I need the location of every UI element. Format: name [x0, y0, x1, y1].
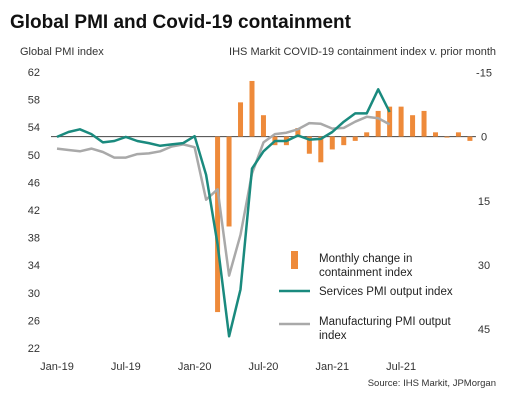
containment-bars — [215, 80, 473, 313]
left-tick-label: 62 — [28, 67, 40, 79]
right-axis-title: IHS Markit COVID-19 containment index v.… — [229, 46, 496, 58]
chart-title: Global PMI and Covid-19 containment — [10, 12, 352, 33]
legend-manufacturing-label-2: index — [319, 330, 347, 342]
left-tick-label: 54 — [28, 122, 40, 134]
right-axis: -15 0 15 30 45 — [476, 67, 492, 336]
x-tick-label: Jul-19 — [111, 361, 141, 373]
containment-bar — [295, 128, 301, 137]
left-tick-label: 22 — [28, 343, 40, 355]
containment-bar — [226, 136, 232, 227]
containment-bar — [238, 102, 244, 137]
containment-bar — [318, 136, 324, 163]
left-tick-label: 50 — [28, 150, 40, 162]
legend: Monthly change in containment index Serv… — [279, 251, 453, 342]
source-note: Source: IHS Markit, JPMorgan — [368, 378, 496, 389]
containment-bar — [215, 136, 221, 313]
left-tick-label: 46 — [28, 177, 40, 189]
x-tick-label: Jul-21 — [386, 361, 416, 373]
x-tick-label: Jan-21 — [315, 361, 349, 373]
left-axis-title: Global PMI index — [20, 46, 104, 58]
left-tick-label: 26 — [28, 315, 40, 327]
containment-bar — [260, 115, 266, 137]
containment-bar — [467, 136, 473, 141]
left-axis: 62 58 54 50 46 42 38 34 30 26 22 — [28, 67, 40, 355]
left-tick-label: 38 — [28, 233, 40, 245]
left-tick-label: 42 — [28, 205, 40, 217]
right-tick-label: 45 — [478, 324, 490, 336]
manufacturing-pmi-line — [56, 115, 391, 277]
right-tick-label: 30 — [478, 260, 490, 272]
containment-bar — [375, 110, 381, 137]
containment-bar — [341, 136, 347, 146]
x-tick-label: Jan-19 — [40, 361, 74, 373]
containment-bar — [433, 132, 439, 137]
containment-bar — [352, 136, 358, 141]
right-tick-label: 15 — [478, 196, 490, 208]
x-tick-label: Jan-20 — [178, 361, 212, 373]
containment-bar — [329, 136, 335, 150]
left-tick-label: 58 — [28, 95, 40, 107]
left-tick-label: 30 — [28, 288, 40, 300]
legend-services-label: Services PMI output index — [319, 286, 453, 298]
containment-bar — [364, 132, 370, 137]
legend-manufacturing-label-1: Manufacturing PMI output — [319, 316, 451, 328]
legend-bar-swatch — [291, 251, 298, 269]
containment-bar — [455, 132, 461, 137]
containment-bar — [249, 80, 255, 137]
legend-bar-label-1: Monthly change in — [319, 253, 412, 265]
legend-bar-label-2: containment index — [319, 267, 413, 279]
containment-bar — [410, 115, 416, 137]
containment-bar — [306, 136, 312, 154]
right-tick-label: 0 — [481, 132, 487, 144]
services-pmi-line — [56, 88, 391, 338]
containment-bar — [421, 110, 427, 137]
x-tick-label: Jul-20 — [248, 361, 278, 373]
containment-bar — [398, 106, 404, 137]
x-axis: Jan-19 Jul-19 Jan-20 Jul-20 Jan-21 Jul-21 — [40, 361, 416, 373]
right-tick-label: -15 — [476, 67, 492, 79]
containment-bar — [444, 136, 450, 138]
containment-bar — [387, 106, 393, 137]
left-tick-label: 34 — [28, 260, 40, 272]
